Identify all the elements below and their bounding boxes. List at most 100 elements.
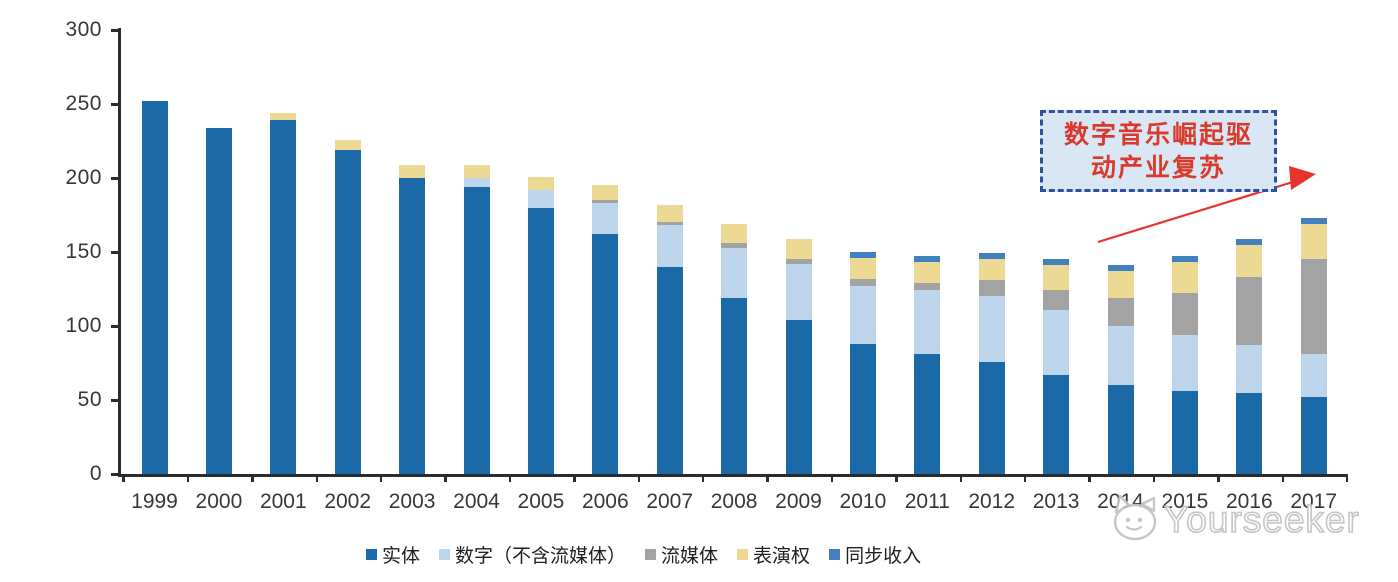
x-axis-label: 1999 [131,490,178,513]
bar-segment-2013 [1043,259,1070,266]
bar-segment-2017 [1300,217,1327,224]
bar-segment-2012 [978,296,1005,362]
bar-segment-2008 [721,247,748,298]
x-axis-label: 2013 [1032,490,1080,513]
bar-segment-2004 [463,186,490,474]
bar-segment-2008 [721,223,748,244]
watermark-logo-icon [1113,494,1157,541]
y-tick-label: 150 [65,240,102,263]
y-tick-label: 200 [65,166,102,189]
x-tick [637,474,640,482]
annotation-text-line2: 动产业复苏 [1090,153,1226,182]
annotation-text-line1: 数字音乐崛起驱 [1063,120,1253,149]
bar-segment-2016 [1236,244,1263,278]
bar-segment-2011 [914,354,941,474]
y-tick-label: 250 [65,92,102,115]
bar-segment-2011 [914,290,941,355]
bar-segment-2001 [270,112,297,121]
bar-segment-2010 [849,257,876,279]
x-axis-label: 2006 [581,490,629,513]
y-tick [111,29,118,32]
bar-segment-2010 [849,286,876,344]
bar-segment-2009 [785,320,812,474]
x-axis-label: 2017 [1290,490,1338,513]
bar-segment-2012 [978,361,1005,474]
x-tick [701,474,705,482]
x-tick [1345,474,1349,482]
x-tick [895,474,898,482]
bar-segment-2002 [334,139,361,150]
x-tick [573,474,576,482]
bar-segment-2017 [1300,354,1327,398]
x-tick [1281,474,1284,482]
bar-segment-2013 [1043,374,1070,474]
bar-segment-2007 [656,266,683,474]
bar-segment-2001 [270,120,297,474]
legend-item: 表演权 [737,541,810,568]
x-axis-label: 2007 [646,490,694,513]
y-axis-line [118,28,121,476]
x-tick [444,474,447,482]
x-axis-label: 2015 [1161,490,1209,513]
bar-segment-2012 [978,253,1005,260]
y-tick [111,251,118,254]
bar-segment-2005 [527,176,554,190]
y-tick-label: 100 [65,314,102,337]
legend-label: 数字（不含流媒体） [455,545,627,567]
bar-segment-2012 [978,259,1005,281]
x-tick [830,474,834,482]
legend-label: 表演权 [753,545,811,567]
legend-item: 同步收入 [829,541,921,568]
y-tick [111,399,118,402]
bar-segment-2016 [1236,392,1263,474]
bar-segment-2006 [592,200,619,204]
bar-segment-2015 [1171,334,1198,392]
bar-segment-2003 [399,178,426,474]
legend-swatch-icon [737,549,749,560]
y-tick [111,473,118,476]
bar-segment-2014 [1107,297,1134,326]
x-axis-line [118,474,1346,477]
bar-segment-2009 [785,238,812,260]
bar-segment-2016 [1236,238,1263,245]
x-tick [1023,474,1027,482]
bar-segment-2004 [463,164,490,178]
x-tick [122,474,125,482]
x-tick [959,474,962,482]
x-axis-label: 2000 [195,490,243,513]
x-tick [1217,474,1220,482]
bar-segment-2014 [1107,326,1134,386]
bar-segment-2000 [205,127,232,474]
legend-item: 数字（不含流媒体） [439,541,626,568]
bar-segment-2007 [656,222,683,226]
bar-segment-2006 [592,203,619,235]
legend-swatch-icon [645,549,657,560]
bar-segment-2015 [1171,293,1198,335]
x-axis-label: 2012 [968,490,1016,513]
bar-segment-2010 [849,343,876,474]
x-tick [379,474,383,482]
y-tick [111,325,118,328]
bar-segment-2016 [1236,345,1263,393]
y-tick-label: 0 [89,462,102,485]
bar-segment-2005 [527,207,554,474]
bar-segment-2010 [849,252,876,258]
watermark-text: Yourseeker [1163,498,1360,541]
x-axis-label: 2011 [904,490,950,513]
legend: 实体 数字（不含流媒体） 流媒体 表演权 同步收入 [366,541,921,568]
bar-segment-2003 [399,164,426,178]
bar-segment-2015 [1171,391,1198,474]
bar-segment-2002 [334,149,361,474]
bar-segment-2014 [1107,385,1134,474]
annotation-callout: 数字音乐崛起驱 动产业复苏 [1040,110,1277,192]
legend-label: 实体 [382,545,421,567]
legend-swatch-icon [439,549,451,560]
bar-segment-2017 [1300,397,1327,474]
bar-segment-2012 [978,280,1005,297]
bar-segment-2008 [721,297,748,474]
bar-segment-2004 [463,178,490,187]
x-axis-label: 2005 [517,490,565,513]
y-tick-label: 300 [65,18,102,41]
x-axis-label: 2016 [1225,490,1273,513]
